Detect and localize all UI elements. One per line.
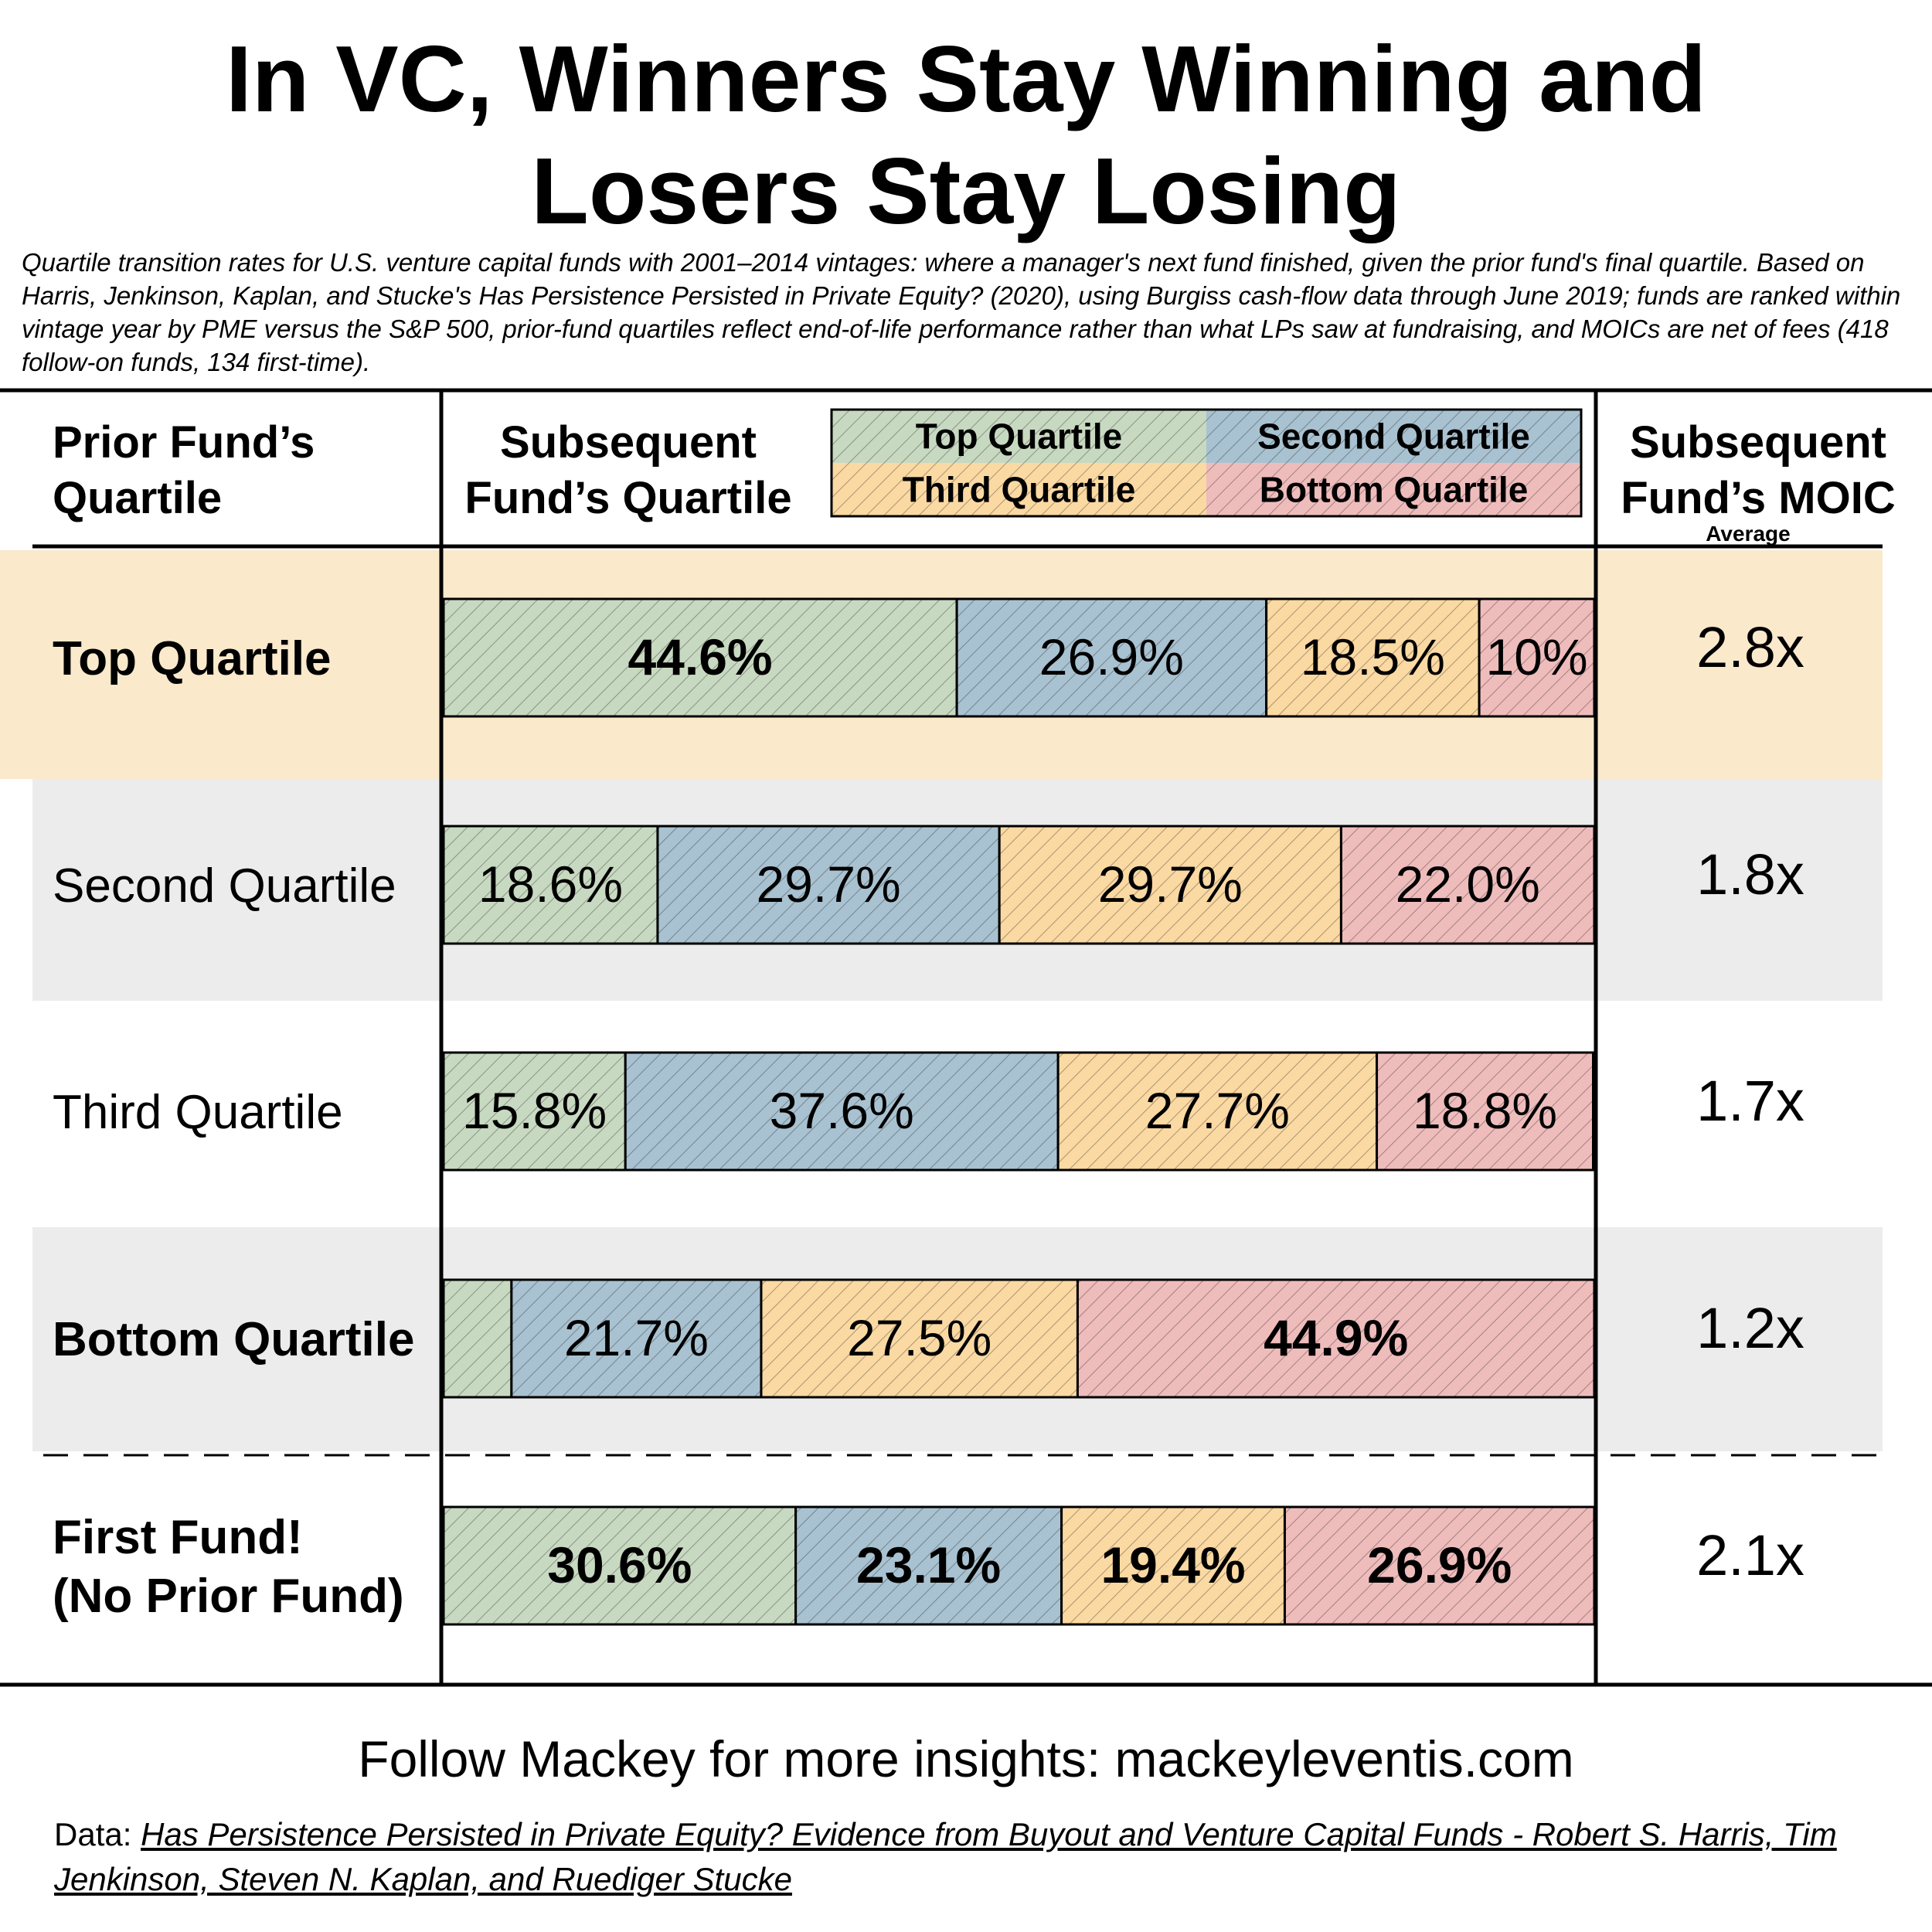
bar-segment-outline: [442, 1051, 627, 1172]
data-label: 22.0%: [1396, 855, 1540, 913]
data-label: 37.6%: [770, 1082, 914, 1139]
bar-segment-outline: [442, 825, 659, 945]
legend-hatch-3: [832, 463, 1206, 516]
legend-hatch-1: [832, 410, 1206, 463]
header-moic-average: Average: [1706, 522, 1790, 546]
bar-segment-outline: [955, 597, 1268, 718]
moic-value: 1.7x: [1696, 1069, 1804, 1133]
bar-segment-outline: [1056, 1051, 1379, 1172]
bar-segment-outline: [1283, 1505, 1596, 1626]
row-label: (No Prior Fund): [53, 1570, 404, 1623]
legend-label-1: Top Quartile: [916, 417, 1123, 457]
header-moic-line-1: Subsequent: [1630, 417, 1886, 468]
bar-segment-outline: [624, 1051, 1060, 1172]
header-subsequent-line-2: Fund’s Quartile: [464, 473, 791, 523]
row-label: Third Quartile: [53, 1086, 343, 1139]
data-label: 26.9%: [1039, 628, 1184, 685]
row-label: Bottom Quartile: [53, 1313, 414, 1366]
header-prior-line-2: Quartile: [53, 473, 222, 523]
data-label: 21.7%: [564, 1309, 709, 1366]
bar-segment-outline: [998, 825, 1342, 945]
title-line-1: In VC, Winners Stay Winning and: [225, 26, 1707, 131]
data-label: 26.9%: [1367, 1536, 1512, 1594]
chart-subtitle: Quartile transition rates for U.S. ventu…: [22, 248, 1901, 376]
row-label: Top Quartile: [53, 632, 332, 685]
data-label: 23.1%: [856, 1536, 1001, 1594]
data-label: 18.5%: [1301, 628, 1445, 685]
data-label: 29.7%: [757, 855, 901, 913]
bar-segment-outline: [794, 1505, 1063, 1626]
data-label: 29.7%: [1098, 855, 1243, 913]
bar-segment-outline: [442, 1505, 798, 1626]
footer-cta: Follow Mackey for more insights: mackeyl…: [358, 1730, 1574, 1787]
row-labels: Top Quartile Second Quartile Third Quartil…: [53, 632, 414, 1623]
bar-segment-outline: [442, 1278, 513, 1399]
source-citation: Data: Has Persistence Persisted in Priva…: [54, 1812, 1893, 1902]
bar-segment-outline: [1076, 1278, 1596, 1399]
chart-title: In VC, Winners Stay Winning and Losers S…: [0, 23, 1932, 247]
table-lines: [0, 388, 1932, 1687]
legend-label-4: Bottom Quartile: [1260, 470, 1529, 510]
data-label: 27.5%: [847, 1309, 992, 1366]
moic-value: 1.2x: [1696, 1296, 1804, 1360]
row-label: First Fund!: [53, 1511, 303, 1564]
legend-hatch-2: [1206, 410, 1581, 463]
data-label: 27.7%: [1145, 1082, 1290, 1139]
bar-segment-outline: [1060, 1505, 1286, 1626]
moic-value: 2.1x: [1696, 1523, 1804, 1587]
legend-label-2: Second Quartile: [1257, 417, 1530, 457]
source-label: Data:: [54, 1816, 141, 1852]
header-prior-line-1: Prior Fund’s: [53, 417, 315, 468]
moic-value: 2.8x: [1696, 615, 1804, 679]
legend-label-3: Third Quartile: [903, 470, 1136, 510]
moic-value: 1.8x: [1696, 842, 1804, 906]
data-label: 10%: [1485, 628, 1587, 685]
data-label: 18.6%: [478, 855, 623, 913]
data-label: 44.9%: [1264, 1309, 1408, 1366]
bar-segment-outline: [1478, 597, 1596, 718]
moic-values: 2.8x 1.8x 1.7x 1.2x 2.1x: [1696, 615, 1804, 1587]
source-link[interactable]: Has Persistence Persisted in Private Equ…: [54, 1816, 1837, 1897]
bar-segment-outline: [1376, 1051, 1595, 1172]
data-label: 44.6%: [628, 628, 772, 685]
title-line-2: Losers Stay Losing: [531, 138, 1401, 243]
data-label: 15.8%: [462, 1082, 607, 1139]
bar-segment-outline: [1265, 597, 1481, 718]
bar-segment-outline: [442, 597, 958, 718]
legend-hatch-4: [1206, 463, 1581, 516]
data-label: 18.8%: [1413, 1082, 1557, 1139]
header-moic-line-2: Fund’s MOIC: [1621, 473, 1895, 523]
bars: 44.6% 26.9% 18.5% 10% 18.6% 29.7% 29.7% 22.0% 15…: [442, 597, 1596, 1626]
bar-segment-outline: [656, 825, 1001, 945]
bar-segment-outline: [510, 1278, 763, 1399]
bar-segment-outline: [1339, 825, 1596, 945]
data-label: 30.6%: [547, 1536, 692, 1594]
header-subsequent-line-1: Subsequent: [500, 417, 757, 468]
legend-border: [830, 408, 1583, 518]
row-label: Second Quartile: [53, 859, 396, 913]
legend: Top Quartile Second Quartile Third Quartil…: [830, 408, 1583, 518]
data-label: 19.4%: [1100, 1536, 1245, 1594]
bar-segment-outline: [760, 1278, 1079, 1399]
